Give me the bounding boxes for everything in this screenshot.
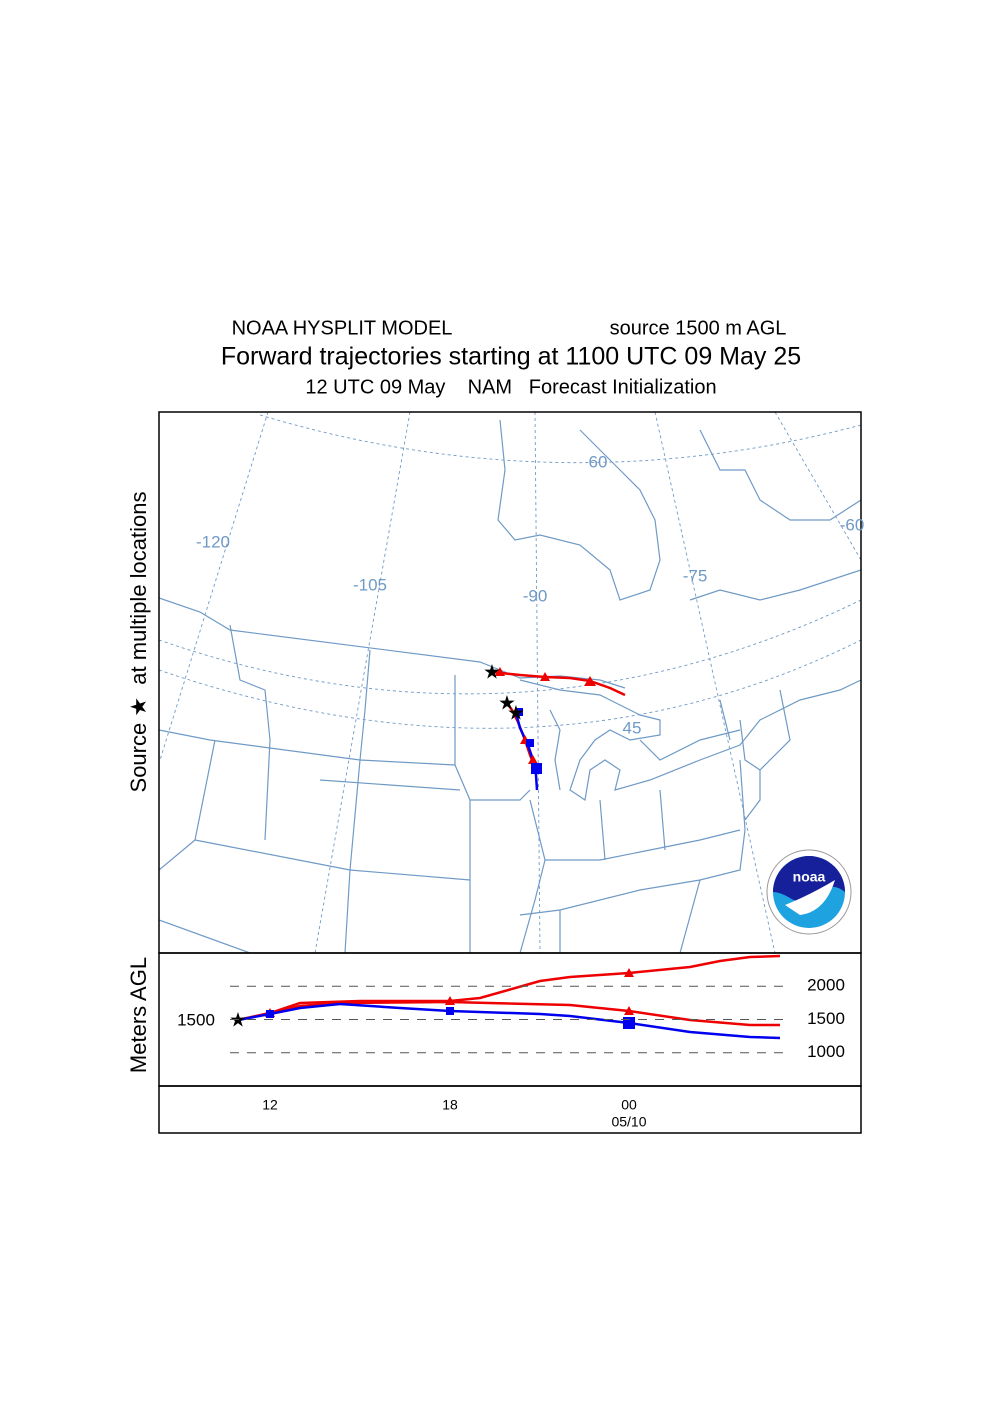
- y-tick-label: 2000: [807, 976, 845, 995]
- model-label: NOAA HYSPLIT MODEL: [232, 317, 453, 339]
- svg-text:★: ★: [507, 702, 525, 724]
- start-height: 1500: [177, 1010, 215, 1029]
- date-label: 05/10: [611, 1114, 646, 1130]
- trajectories: ★ ★ ★: [483, 661, 626, 791]
- source-label: source 1500 m AGL: [610, 317, 787, 339]
- time-frame: [158, 1085, 862, 1134]
- grid-label: 45: [623, 718, 642, 737]
- logo: noaa: [766, 849, 852, 935]
- grid-label: -105: [353, 575, 387, 594]
- y-tick-label: 1000: [807, 1042, 845, 1061]
- map: [159, 412, 861, 953]
- grid-label: -120: [196, 532, 230, 551]
- time-label: 18: [442, 1097, 458, 1113]
- svg-text:★: ★: [498, 692, 516, 714]
- side-label: Source ★ at multiple locations: [126, 492, 151, 793]
- y-tick-label: 1500: [807, 1009, 845, 1028]
- map-frame: [158, 411, 862, 954]
- title: Forward trajectories starting at 1100 UT…: [221, 343, 801, 371]
- logo-text: noaa: [793, 869, 826, 885]
- height-axis-label: Meters AGL: [126, 957, 151, 1073]
- grid-label: 60: [589, 452, 608, 471]
- grid-label: -60: [840, 515, 865, 534]
- height-traces: ★: [229, 954, 781, 1040]
- svg-text:★: ★: [483, 661, 501, 683]
- time-label: 00: [621, 1097, 637, 1113]
- grid-label: -90: [523, 586, 548, 605]
- svg-text:★: ★: [229, 1009, 247, 1031]
- time-label: 12: [262, 1097, 278, 1113]
- subtitle: 12 UTC 09 May NAM Forecast Initializatio…: [305, 376, 716, 398]
- grid-label: -75: [683, 566, 708, 585]
